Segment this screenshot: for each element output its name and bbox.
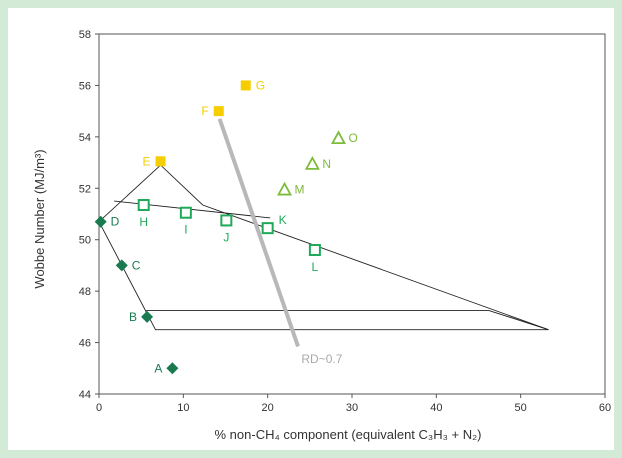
- data-label-a: A: [154, 361, 162, 375]
- data-label-d: D: [111, 215, 120, 229]
- data-point-i: [179, 206, 192, 219]
- y-tick-label: 50: [79, 235, 91, 247]
- wobbe-scatter-chart: Wobbe Number (MJ/m³) % non-CH₄ component…: [32, 29, 611, 442]
- y-tick-label: 52: [79, 183, 91, 195]
- rd-line: [217, 118, 300, 348]
- x-tick-label: 60: [599, 402, 611, 414]
- data-point-g: [240, 80, 251, 91]
- x-tick-label: 30: [346, 402, 358, 414]
- y-tick-label: 46: [79, 338, 91, 350]
- x-tick-label: 50: [515, 402, 527, 414]
- data-point-l: [308, 244, 321, 256]
- data-label-c: C: [132, 258, 141, 272]
- rd-line-label: RD~0.7: [301, 352, 342, 366]
- data-point-j: [220, 214, 233, 227]
- data-label-e: E: [143, 154, 151, 168]
- data-point-h: [137, 199, 150, 211]
- data-label-h: H: [139, 215, 148, 229]
- y-axis-title: Wobbe Number (MJ/m³): [32, 149, 47, 288]
- data-point-o: [330, 130, 347, 145]
- data-point-a: [166, 362, 179, 375]
- data-label-o: O: [349, 131, 358, 145]
- data-point-m: [277, 181, 293, 196]
- data-label-l: L: [312, 260, 319, 274]
- data-label-j: J: [223, 230, 229, 244]
- data-point-e: [155, 156, 166, 167]
- data-label-f: F: [201, 104, 208, 118]
- envelope-lower-band-line: [146, 309, 549, 331]
- data-point-f: [213, 106, 224, 117]
- y-tick-label: 58: [79, 29, 91, 41]
- data-label-k: K: [279, 213, 287, 227]
- data-point-n: [304, 155, 320, 170]
- x-tick-label: 20: [262, 402, 274, 414]
- data-label-i: I: [184, 223, 187, 237]
- plot-frame: [98, 33, 606, 395]
- data-label-g: G: [256, 78, 265, 92]
- data-point-k: [261, 222, 274, 235]
- data-point-c: [115, 259, 128, 272]
- x-tick-label: 40: [430, 402, 442, 414]
- y-tick-label: 54: [79, 132, 91, 144]
- x-tick-label: 0: [96, 402, 102, 414]
- data-label-n: N: [322, 157, 331, 171]
- data-label-b: B: [129, 310, 137, 324]
- x-axis-title: % non-CH₄ component (equivalent C₃H₃ + N…: [215, 427, 482, 442]
- x-tick-label: 10: [177, 402, 189, 414]
- data-point-d: [94, 215, 107, 228]
- data-point-b: [141, 310, 154, 323]
- y-tick-label: 48: [79, 286, 91, 298]
- y-tick-label: 56: [79, 80, 91, 92]
- chart-panel: Wobbe Number (MJ/m³) % non-CH₄ component…: [8, 8, 614, 450]
- y-tick-label: 44: [79, 389, 91, 401]
- envelope-outer-line: [98, 164, 549, 331]
- data-label-m: M: [295, 183, 305, 197]
